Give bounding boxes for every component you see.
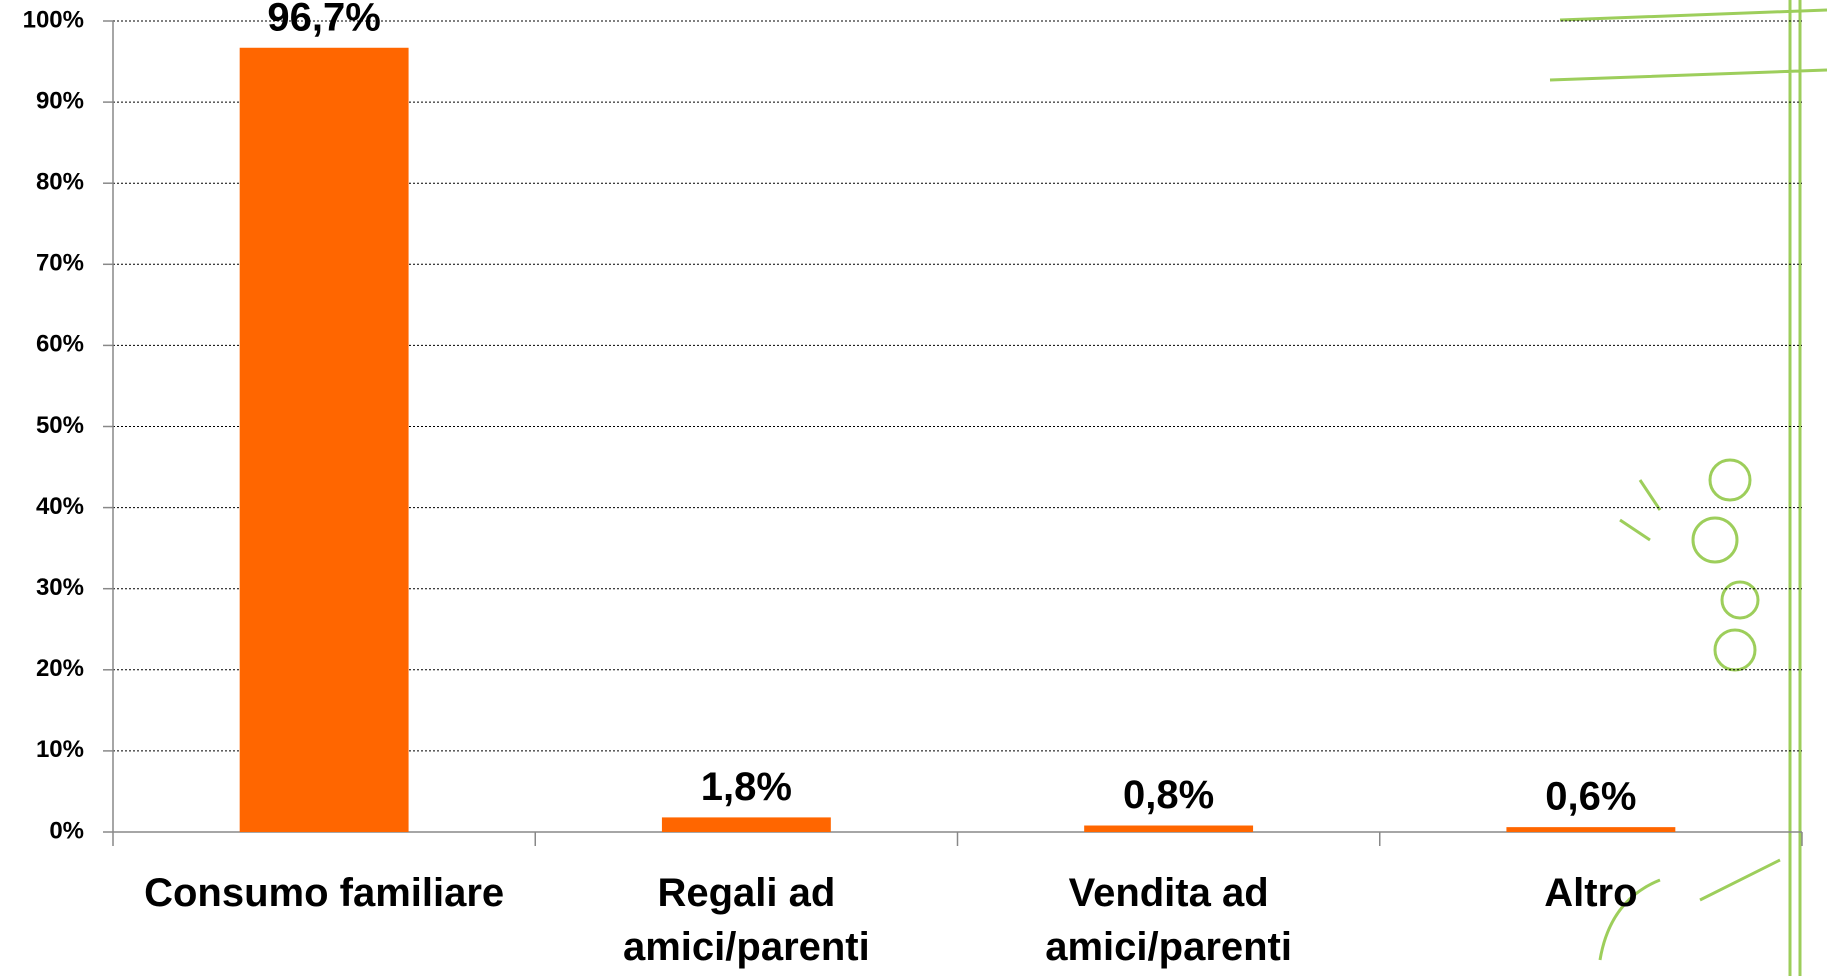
- bar: [1084, 825, 1254, 832]
- y-tick-label: 90%: [36, 87, 84, 114]
- x-tick-label: Vendita ad amici/parenti: [1045, 871, 1292, 969]
- bar: [239, 47, 409, 832]
- y-tick-label: 20%: [36, 655, 84, 682]
- y-tick-label: 100%: [23, 6, 84, 33]
- x-tick-label: Altro: [1544, 871, 1638, 915]
- value-label: 1,8%: [701, 765, 792, 809]
- x-tick-label: Regali ad amici/parenti: [622, 871, 870, 969]
- x-tick-label: Consumo familiare: [144, 871, 505, 915]
- y-tick-label: 50%: [36, 412, 84, 439]
- y-tick-label: 80%: [36, 169, 84, 196]
- y-tick-label: 30%: [36, 574, 84, 601]
- y-tick-label: 70%: [36, 250, 84, 277]
- bar: [1506, 827, 1676, 832]
- value-label: 0,8%: [1123, 773, 1214, 817]
- y-tick-label: 40%: [36, 493, 84, 520]
- y-tick-label: 60%: [36, 331, 84, 358]
- value-label: 0,6%: [1545, 775, 1636, 819]
- y-tick-label: 10%: [36, 736, 84, 763]
- y-tick-label: 0%: [49, 817, 84, 844]
- bar: [661, 817, 831, 832]
- decoration: [1549, 0, 1827, 976]
- value-label: 96,7%: [267, 0, 380, 39]
